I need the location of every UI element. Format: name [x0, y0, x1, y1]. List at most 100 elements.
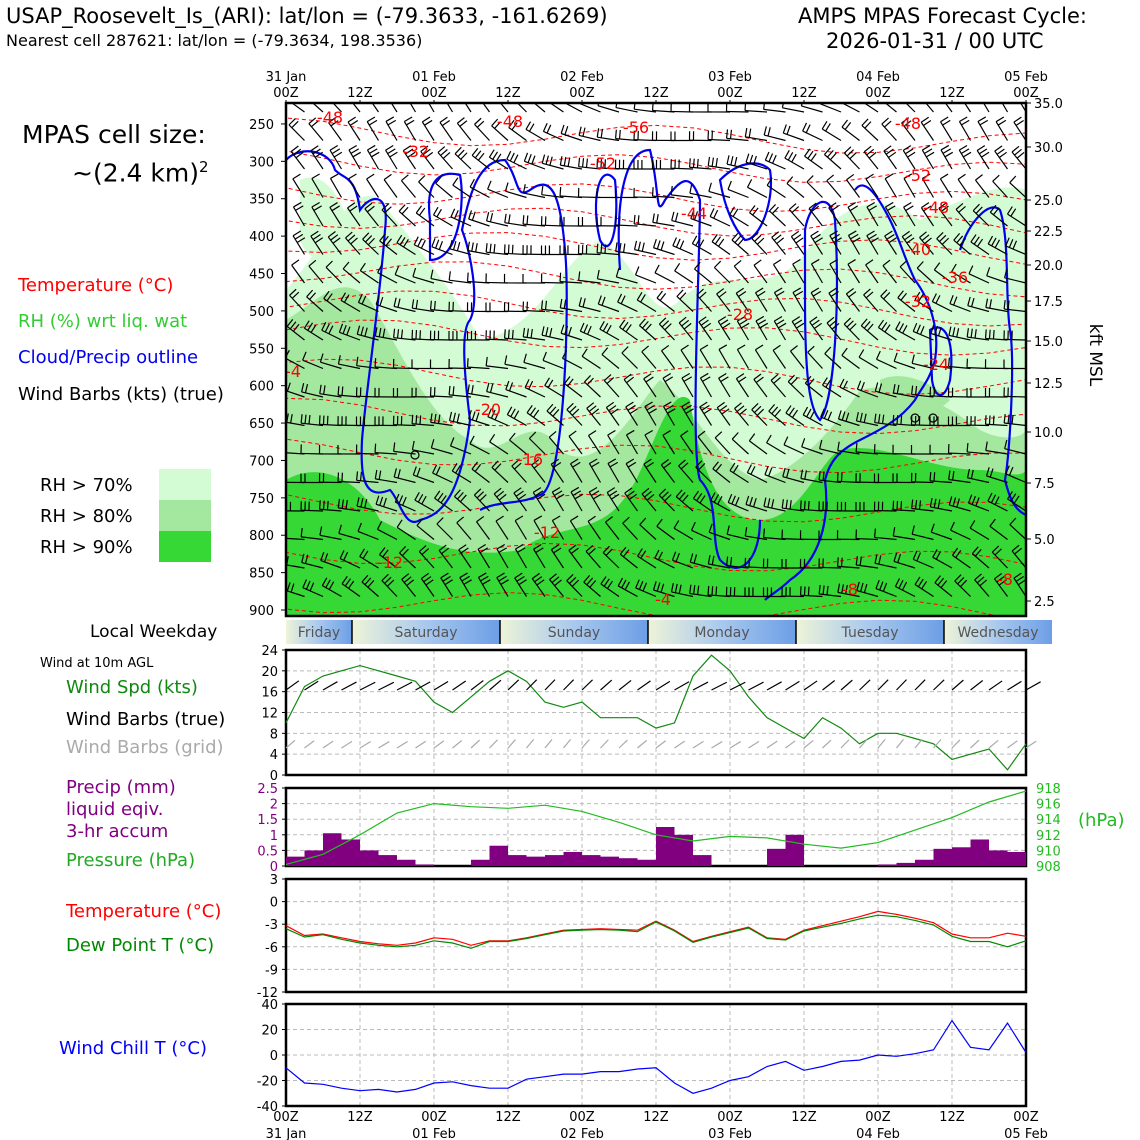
wind-barb: [596, 243, 620, 256]
wind-barb: [662, 401, 676, 426]
wind-barb-feather: [378, 327, 382, 337]
wind-barb-shaft: [625, 434, 639, 455]
wind-barb-feather: [914, 385, 918, 396]
wind-barb-feather: [411, 299, 415, 309]
wind-barb: [707, 103, 731, 113]
wind-barb-feather: [319, 526, 323, 536]
wind-barb-feather: [339, 550, 345, 559]
wind-barb-shaft: [769, 210, 786, 227]
wind-barb-shaft: [526, 412, 546, 426]
wind-barb-feather: [715, 463, 722, 472]
pressure-tick-label: 910: [1036, 844, 1061, 859]
wind-barb-shaft: [1001, 103, 1009, 113]
wind-barb-feather: [504, 182, 509, 192]
wind-barb-shaft: [824, 353, 842, 369]
wind-barb-feather: [932, 549, 938, 558]
wind-barb: [432, 206, 453, 227]
calm-wind-marker: [410, 450, 420, 460]
wind-barb-true: [378, 681, 395, 691]
wind-barb: [662, 430, 676, 455]
wind-barb: [673, 520, 694, 541]
wind-barb: [286, 196, 287, 198]
wind-barb: [602, 545, 620, 569]
precip-label-2: liquid eqiv.: [66, 799, 164, 820]
wind-barb: [914, 291, 934, 313]
wind-barb-feather: [268, 557, 269, 566]
wind-barb-shaft: [772, 350, 786, 369]
wind-barb: [866, 230, 879, 255]
wind-barb-feather: [690, 209, 695, 219]
wind-barb-feather: [660, 583, 665, 593]
wind-barb-feather: [756, 237, 765, 245]
wind-barb: [496, 543, 509, 569]
wind-barb-shaft: [586, 407, 601, 426]
wind-barb: [993, 572, 1008, 597]
wind-barb-feather: [791, 153, 797, 163]
wind-barb: [451, 463, 472, 484]
wind-barb-feather: [699, 344, 709, 351]
wind-barb-feather: [415, 415, 418, 425]
wind-barb-feather: [698, 239, 705, 248]
wind-barb-feather: [766, 177, 773, 186]
wind-barb-true: [859, 679, 871, 691]
wind-barb-feather: [313, 205, 322, 211]
wind-barb: [429, 386, 453, 398]
wind-barb-feather: [996, 148, 1005, 155]
wind-barb-shaft: [541, 194, 564, 199]
wind-barb-feather: [942, 148, 952, 154]
precip-bar: [989, 850, 1008, 866]
wind-barb: [751, 231, 768, 255]
wind-barb-grid: [544, 738, 553, 749]
wind-barb: [873, 444, 897, 455]
wind-barb-feather: [376, 521, 383, 530]
wind-barb-feather: [494, 121, 502, 129]
wind-barb: [328, 116, 342, 141]
wind-barb: [987, 235, 1008, 256]
wind-barb-feather: [394, 266, 400, 275]
wind-barb-shaft: [621, 352, 638, 369]
wind-barb-shaft: [689, 192, 712, 199]
wind-barb: [541, 300, 564, 313]
wind-barb-feather: [783, 436, 789, 446]
wind-barb-feather: [1004, 439, 1008, 449]
wind-barb-feather: [477, 152, 485, 161]
wind-barb-feather: [491, 118, 499, 127]
wind-barb: [522, 301, 546, 313]
wind-barb-feather: [528, 91, 534, 98]
wind-barb: [836, 501, 860, 512]
wind-barb-feather: [275, 231, 283, 236]
wind-barb-feather: [680, 430, 689, 437]
wind-barb-feather: [802, 406, 809, 416]
wind-barb-shaft: [843, 152, 860, 170]
wind-barb-feather: [374, 443, 377, 453]
wind-barb-feather: [793, 319, 803, 326]
wind-barb-feather: [434, 490, 441, 499]
wind-barb-feather: [536, 579, 545, 586]
wind-barb: [948, 326, 971, 341]
wind-barb-feather: [898, 323, 905, 332]
wind-barb-feather: [421, 495, 427, 505]
wind-barb-true: [563, 679, 575, 691]
wind-barb-shaft: [678, 322, 694, 341]
wind-barb-feather: [416, 467, 421, 477]
wind-barb-feather: [588, 405, 597, 412]
wind-barb-feather: [957, 577, 965, 585]
wind-barb-feather: [771, 206, 779, 215]
wind-barb-feather: [402, 145, 412, 152]
wind-barb-feather: [791, 409, 799, 418]
wind-barb: [781, 558, 805, 569]
wind-barb-feather: [508, 214, 511, 224]
wind-barb: [799, 586, 823, 598]
wind-barb-feather: [718, 238, 725, 247]
wind-barb-feather: [341, 499, 345, 509]
wind-barb-true: [729, 681, 746, 691]
wind-barb-shaft: [674, 270, 694, 284]
wind-barb: [1005, 237, 1026, 256]
wind-barb-feather: [882, 582, 888, 592]
wind-barb-feather: [389, 151, 398, 158]
wind-barb-shaft: [809, 321, 823, 341]
wind-barb: [393, 328, 416, 341]
wind-barb-feather: [430, 269, 434, 279]
wind-barb-feather: [348, 580, 355, 589]
wind-barb-feather: [985, 441, 988, 451]
